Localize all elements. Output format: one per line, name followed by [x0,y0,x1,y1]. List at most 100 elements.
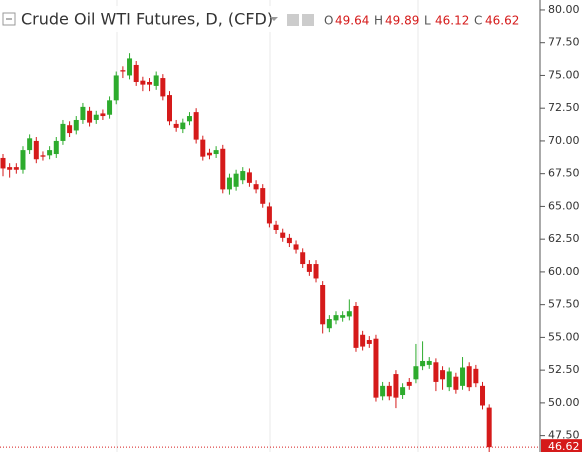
candle-body [293,244,299,250]
ohlc-value: 49.64 [335,14,369,28]
candle-body [466,366,472,388]
ohlc-key: O [324,14,333,28]
candle-body [266,206,272,224]
candle-body [200,139,206,157]
settings-button[interactable] [302,14,314,26]
y-tick-label: 77.50 [548,36,580,49]
candle-body [340,315,346,318]
candle-body [27,138,33,151]
y-tick-label: 75.00 [548,68,580,81]
candle-body [107,100,113,115]
candle-body [100,113,106,117]
visibility-button[interactable] [287,14,299,26]
candle-body [140,80,146,85]
candle-body [47,150,53,156]
y-tick-label: 62.50 [548,232,580,245]
candle-body [260,188,266,204]
ohlc-key: C [474,14,482,28]
y-tick-label: 80.00 [548,3,580,16]
ohlc-value: 49.89 [385,14,419,28]
candle-body [313,264,319,279]
candle-body [306,264,312,272]
y-tick-label: 52.50 [548,363,580,376]
candle-body [93,114,99,120]
last-price-box [541,439,582,452]
y-tick-label: 47.50 [548,429,580,442]
candle-body [226,177,232,190]
candle-body [453,376,459,390]
candle-body [40,155,46,157]
candle-body [33,140,39,160]
y-axis-labels: 47.50 50.00 52.50 55.00 57.50 60.00 62.50 65.00… [540,3,582,452]
candle-body [353,305,359,348]
candle-body [13,167,19,170]
candle-body [213,150,219,155]
y-tick-label: 72.50 [548,101,580,114]
candle-body [133,64,139,82]
candle-body [380,385,386,397]
candle-body [80,106,86,120]
candle-body [7,167,13,170]
ohlc-readout: O 49.64 H 49.89 L 46.12 C 46.62 [324,14,519,28]
candles [0,53,540,452]
candle-body [73,119,79,131]
candle-body [246,172,252,183]
candle-body [240,171,246,181]
candle-body [233,173,239,187]
candle-body [147,81,153,85]
candle-body [20,150,26,170]
candle-body [160,78,166,97]
candle-body [286,237,292,244]
ohlc-key: L [424,14,431,28]
candle-body [333,315,339,321]
candle-body [446,371,452,388]
candle-body [60,123,66,141]
candle-body [366,340,372,344]
candle-body [53,140,59,155]
ohlc-key: H [374,14,383,28]
candle-body [373,338,379,398]
candle-body [87,110,93,123]
y-tick-label: 65.00 [548,199,580,212]
last-price-label: 46.62 [548,440,580,452]
candle-body [67,125,73,134]
candle-body [167,95,172,122]
y-tick-label: 60.00 [548,265,580,278]
candle-body [273,224,279,230]
legend-bg [0,6,280,32]
candle-body [486,407,492,448]
candle-body [186,116,192,122]
candle-body [113,75,119,101]
candle-body [433,362,439,382]
dropdown-icon[interactable] [270,17,278,21]
candle-body [460,367,466,386]
chart-title: Crude Oil WTI Futures, D, (CFD) [21,10,273,29]
candle-body [300,252,306,265]
candle-body [193,112,199,140]
candle-body [360,334,366,347]
candle-body [393,374,399,398]
candle-body [426,360,432,365]
y-tick-label: 50.00 [548,396,580,409]
candle-body [153,75,159,86]
candle-body [400,387,406,396]
y-tick-label: 70.00 [548,134,580,147]
candle-body [253,184,259,190]
candle-body [346,311,352,317]
y-tick-label: 57.50 [548,298,580,311]
y-tick-label: 67.50 [548,167,580,180]
candle-body [280,232,286,238]
y-tick-label: 55.00 [548,330,580,343]
ohlc-value: 46.12 [435,14,469,28]
candle-body [326,319,332,329]
candle-body [473,368,479,384]
candle-body [320,285,326,325]
candle-body [180,122,186,130]
candle-body [120,70,126,72]
ohlc-value: 46.62 [485,14,519,28]
candle-body [406,381,412,386]
candle-body [220,148,226,190]
